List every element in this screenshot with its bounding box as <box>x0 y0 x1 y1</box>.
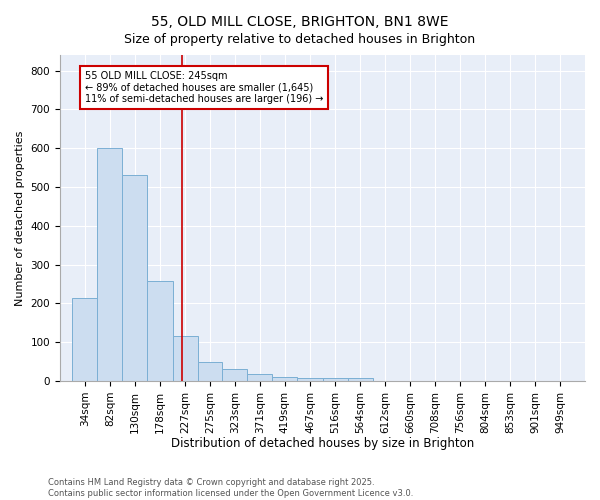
X-axis label: Distribution of detached houses by size in Brighton: Distribution of detached houses by size … <box>171 437 474 450</box>
Bar <box>197 362 223 381</box>
Bar <box>173 336 197 381</box>
Bar <box>122 176 147 381</box>
Bar <box>223 370 247 381</box>
Bar <box>97 148 122 381</box>
Text: 55 OLD MILL CLOSE: 245sqm
← 89% of detached houses are smaller (1,645)
11% of se: 55 OLD MILL CLOSE: 245sqm ← 89% of detac… <box>85 70 323 104</box>
Text: Size of property relative to detached houses in Brighton: Size of property relative to detached ho… <box>124 32 476 46</box>
Bar <box>323 378 347 381</box>
Y-axis label: Number of detached properties: Number of detached properties <box>15 130 25 306</box>
Text: 55, OLD MILL CLOSE, BRIGHTON, BN1 8WE: 55, OLD MILL CLOSE, BRIGHTON, BN1 8WE <box>151 15 449 29</box>
Bar <box>73 298 97 381</box>
Bar <box>347 378 373 381</box>
Bar <box>272 377 297 381</box>
Bar <box>147 281 173 381</box>
Text: Contains HM Land Registry data © Crown copyright and database right 2025.
Contai: Contains HM Land Registry data © Crown c… <box>48 478 413 498</box>
Bar <box>247 374 272 381</box>
Bar <box>297 378 323 381</box>
